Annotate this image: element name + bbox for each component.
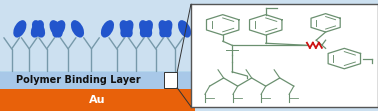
Bar xyxy=(164,72,177,88)
Ellipse shape xyxy=(31,20,44,38)
Ellipse shape xyxy=(13,20,26,38)
Ellipse shape xyxy=(119,20,133,38)
Ellipse shape xyxy=(139,20,152,38)
Ellipse shape xyxy=(178,20,191,38)
Ellipse shape xyxy=(101,20,114,38)
Bar xyxy=(0,89,195,111)
Ellipse shape xyxy=(71,20,84,38)
Ellipse shape xyxy=(159,20,172,38)
Ellipse shape xyxy=(32,20,45,38)
Ellipse shape xyxy=(140,20,153,38)
Ellipse shape xyxy=(120,20,133,38)
Text: Au: Au xyxy=(89,95,105,105)
Text: Polymer Binding Layer: Polymer Binding Layer xyxy=(15,75,140,85)
Ellipse shape xyxy=(52,20,65,38)
Ellipse shape xyxy=(158,20,172,38)
Ellipse shape xyxy=(50,20,63,38)
Bar xyxy=(0,71,195,89)
